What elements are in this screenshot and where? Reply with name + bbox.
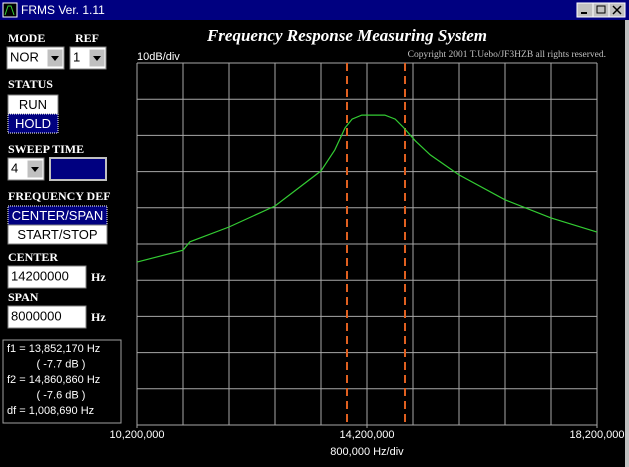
maximize-glyph	[596, 5, 606, 14]
option-label: HOLD	[15, 116, 51, 131]
window-border	[625, 20, 629, 467]
x-tick-label: 18,200,000	[569, 429, 624, 441]
status-label: STATUS	[8, 77, 53, 91]
option-label: CENTER/SPAN	[12, 208, 104, 223]
center-label: CENTER	[8, 250, 58, 264]
option-label: RUN	[19, 97, 47, 112]
center-input[interactable]	[7, 265, 87, 289]
readout-line: f2 = 14,860,860 Hz	[7, 374, 100, 386]
mode-label: MODE	[8, 31, 45, 45]
chart-title: Frequency Response Measuring System	[206, 26, 487, 45]
readout-line: ( -7.7 dB )	[37, 358, 86, 370]
minimize-glyph	[581, 12, 587, 14]
close-glyph	[612, 5, 622, 15]
readout-line: f1 = 13,852,170 Hz	[7, 343, 100, 355]
center-unit: Hz	[91, 270, 106, 284]
arrow-glyph	[31, 167, 39, 172]
center-value: 14200000	[11, 268, 69, 283]
readout-box	[2, 339, 122, 424]
sweep-time-label: SWEEP TIME	[8, 142, 84, 156]
option-label: START/STOP	[17, 227, 97, 242]
sweep-time-value: 4	[11, 160, 18, 175]
x-tick-label: 10,200,000	[109, 429, 164, 441]
ref-label: REF	[75, 31, 99, 45]
sweep-indicator	[49, 157, 107, 181]
span-unit: Hz	[91, 310, 106, 324]
x-axis-label: 800,000 Hz/div	[330, 446, 404, 458]
option-button[interactable]	[7, 224, 108, 245]
span-label: SPAN	[8, 290, 39, 304]
maximize-button[interactable]	[592, 2, 610, 18]
mode-value: NOR	[10, 49, 39, 64]
span-input[interactable]	[7, 305, 87, 329]
readout-line: df = 1,008,690 Hz	[7, 405, 94, 417]
y-axis-label: 10dB/div	[137, 51, 180, 63]
frequency-def-label: FREQUENCY DEF	[8, 189, 111, 203]
minimize-button[interactable]	[576, 2, 594, 18]
response-trace	[136, 114, 598, 263]
span-value: 8000000	[11, 308, 62, 323]
option-button[interactable]	[7, 205, 108, 226]
app-icon-glyph	[4, 5, 15, 16]
window-title: FRMS Ver. 1.11	[21, 3, 105, 17]
readout-line: ( -7.6 dB )	[37, 389, 86, 401]
ref-value: 1	[73, 49, 80, 64]
arrow-glyph	[93, 56, 101, 61]
title-bar	[0, 0, 629, 20]
copyright: Copyright 2001 T.Uebo/JF3HZB all rights …	[408, 50, 606, 60]
arrow-glyph	[51, 56, 59, 61]
option-button[interactable]	[7, 113, 59, 134]
x-tick-label: 14,200,000	[339, 429, 394, 441]
